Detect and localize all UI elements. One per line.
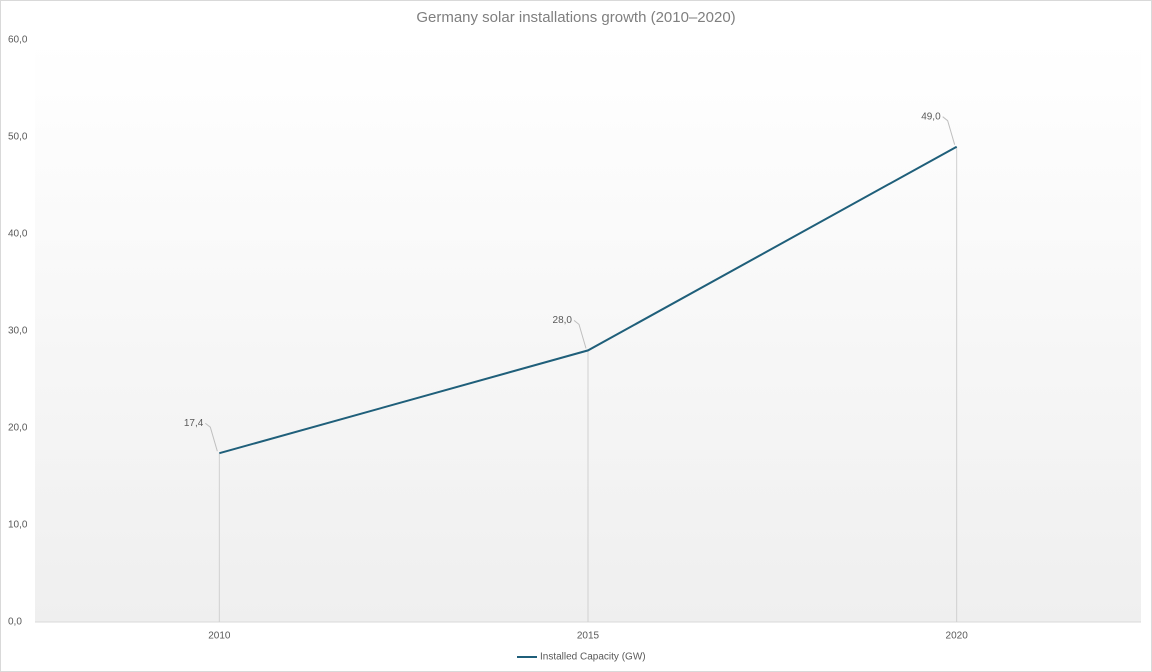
x-tick-label: 2015 — [577, 631, 600, 642]
label-leader — [942, 116, 956, 145]
label-leader — [573, 320, 587, 349]
series-line — [219, 145, 958, 455]
y-tick-label: 60,0 — [8, 35, 28, 46]
y-tick-label: 0,0 — [8, 617, 22, 628]
y-tick-label: 20,0 — [8, 423, 28, 434]
y-tick-label: 30,0 — [8, 326, 28, 337]
y-tick-label: 10,0 — [8, 520, 28, 531]
legend-label: Installed Capacity (GW) — [540, 652, 646, 663]
data-label: 28,0 — [553, 315, 573, 326]
x-tick-label: 2020 — [946, 631, 969, 642]
y-tick-label: 50,0 — [8, 132, 28, 143]
y-tick-label: 40,0 — [8, 229, 28, 240]
data-label: 17,4 — [184, 418, 204, 429]
x-tick-label: 2010 — [208, 631, 231, 642]
label-leader — [205, 422, 218, 452]
chart-title: Germany solar installations growth (2010… — [416, 9, 735, 26]
data-label: 49,0 — [921, 111, 941, 122]
